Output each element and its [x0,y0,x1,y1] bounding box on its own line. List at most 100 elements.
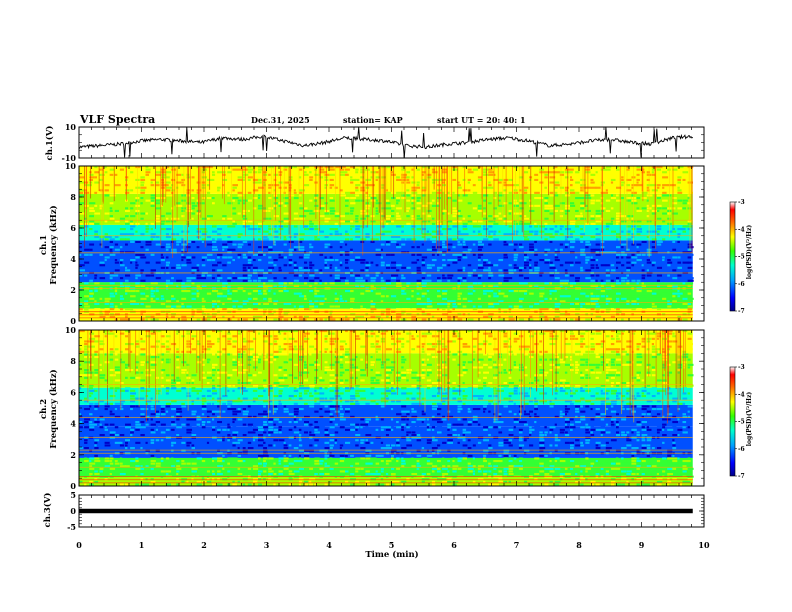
ch1-spectrogram-cell [426,264,432,267]
ch1-spectrogram-cell [380,166,387,169]
ch1-spectrogram-cell [477,166,481,169]
ch1-spectrogram-cell [493,315,497,318]
ch1-spectrogram-cell [201,168,208,171]
ch1-spectrogram-cell [370,313,375,316]
ch1-spectrogram-cell [595,238,601,241]
ch1-spectrogram-cell [89,279,93,282]
ch2-spectrogram-cell [165,330,171,333]
ch1-spectrogram-cell [396,181,399,184]
ch2-spectrogram-cell [201,335,206,338]
ch1-spectrogram-cell [304,256,310,259]
ch2-spectrogram-cell [641,348,644,351]
ch1-spectrogram-cell [79,295,82,298]
ch1-spectrogram-cell [682,178,686,181]
ch1-spectrogram-cell [365,212,369,215]
ch1-spectrogram-cell [283,186,287,189]
ch2-spectrogram-cell [176,348,179,351]
ch1-spectrogram-cell [529,261,533,264]
ch1-spectrogram-cell [544,253,548,256]
ch1-spectrogram-cell [498,313,502,316]
ch1-spectrogram-cell [339,194,346,197]
ch1-spectrogram-cell [385,243,391,246]
ch1-spectrogram-cell [447,209,451,212]
ch1-spectrogram-cell [140,313,144,316]
ch2-spectrogram-cell [431,348,436,351]
ch1-spectrogram-cell [263,290,267,293]
ch1-spectrogram-cell [656,243,662,246]
ch1-spectrogram-cell [447,238,453,241]
ch1-spectrogram-cell [247,266,251,269]
ch1-spectrogram-cell [380,243,385,246]
ch1-spectrogram-cell [334,277,341,280]
ch1-spectrogram-cell [222,217,225,220]
ch2-spectrogram-cell [150,332,156,335]
ch1-spectrogram-cell [319,282,322,285]
ch1-spectrogram-cell [677,315,681,318]
ch1-spectrogram-cell [171,313,176,316]
ch1-spectrogram-cell [263,292,268,295]
ch1-spectrogram-cell [365,290,372,293]
ch1-spectrogram-cell [227,202,233,205]
ch1-spectrogram-cell [319,313,323,316]
ch1-spectrogram-cell [258,269,264,272]
ch1-spectrogram-cell [462,194,469,197]
ch1-spectrogram-cell [212,279,218,282]
ch2-spectrogram-cell [600,343,604,346]
ch1-spectrogram-cell [288,292,293,295]
ch1-spectrogram-cell [570,308,576,311]
ch1-spectrogram-cell [319,243,322,246]
ch1-spectrogram-cell [391,261,397,264]
ch1-spectrogram-cell [396,171,402,174]
ch1-spectrogram-cell [360,279,366,282]
y-tick-label: 0 [70,316,76,326]
ch1-spectrogram-cell [431,302,436,305]
ch2-spectrogram-cell [385,348,392,351]
ch1-spectrogram-cell [201,264,206,267]
ch1-spectrogram-cell [457,318,463,321]
ch1-spectrogram-cell [237,178,243,181]
ch1-spectrogram-cell [677,186,680,189]
ch2-spectrogram-cell [457,332,461,335]
ch1-spectrogram-cell [350,235,356,238]
ch2-spectrogram-cell [135,340,140,343]
ch1-spectrogram-cell [324,261,328,264]
ch2-spectrogram-cell [447,348,453,351]
ch1-spectrogram-cell [288,228,295,231]
ch1-spectrogram-cell [222,240,227,243]
ch1-spectrogram-cell [155,297,160,300]
ch1-spectrogram-cell [232,318,238,321]
ch1-spectrogram-cell [554,233,558,236]
ch1-spectrogram-cell [298,220,302,223]
ch1-spectrogram-cell [570,222,576,225]
ch1-spectrogram-cell [345,266,349,269]
ch1-spectrogram-cell [334,274,340,277]
ch1-spectrogram-cell [406,222,411,225]
ch1-spectrogram-cell [605,297,612,300]
ch1-spectrogram-cell [237,215,241,218]
ch2-spectrogram-cell [590,337,594,340]
ch2-spectrogram-cell [99,337,105,340]
ch1-spectrogram-cell [293,302,297,305]
ch1-spectrogram-cell [237,256,240,259]
ch1-spectrogram-cell [375,176,380,179]
ch2-spectrogram-cell [304,337,310,340]
ch1-spectrogram-cell [421,284,427,287]
ch1-spectrogram-cell [590,225,595,228]
ch1-spectrogram-cell [687,228,691,231]
ch1-spectrogram-cell [437,295,442,298]
ch1-spectrogram-cell [298,279,302,282]
ch1-spectrogram-cell [212,246,219,249]
ch1-spectrogram-cell [293,318,297,321]
ch1-spectrogram-cell [375,305,381,308]
ch1-spectrogram-cell [677,189,682,192]
ch1-spectrogram-cell [431,235,437,238]
ch1-spectrogram-cell [176,279,183,282]
ch1-spectrogram-cell [247,261,252,264]
ch1-spectrogram-cell [662,251,666,254]
ch1-spectrogram-cell [329,168,336,171]
ch1-spectrogram-cell [130,266,135,269]
ch1-spectrogram-cell [467,225,471,228]
ch2-spectrogram-cell [396,332,401,335]
ch1-spectrogram-cell [590,248,597,251]
ch1-spectrogram-cell [580,240,584,243]
